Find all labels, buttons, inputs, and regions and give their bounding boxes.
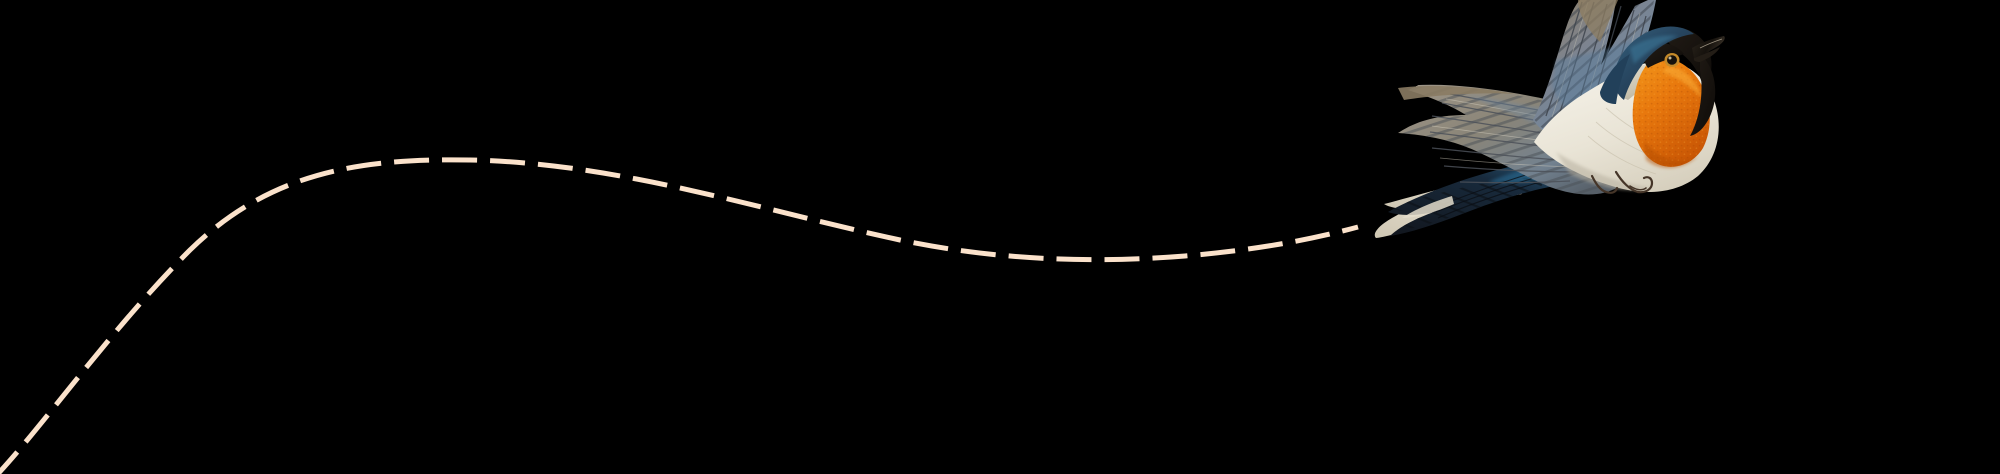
- bird-eye: [1664, 53, 1680, 67]
- bird-tail: [1374, 158, 1576, 238]
- body-underside-shadow: [1556, 152, 1654, 191]
- bird-crown: [1600, 26, 1694, 104]
- eye-pupil: [1667, 55, 1677, 65]
- upper-wing-tan-tips: [1578, 0, 1618, 42]
- bill-lower-mandible: [1693, 47, 1720, 62]
- bird-breast: [1632, 57, 1710, 168]
- bill-upper-mandible: [1692, 36, 1725, 58]
- nape: [1600, 54, 1630, 104]
- breast-highlight: [1662, 66, 1702, 98]
- bird-bill: [1692, 36, 1725, 62]
- eye-catchlight: [1668, 56, 1672, 60]
- mask-cheek: [1690, 54, 1716, 136]
- breast-shadow: [1644, 140, 1698, 168]
- bill-gape-line: [1699, 38, 1723, 49]
- flying-bird-illustration: [1374, 0, 1725, 238]
- crown-navy: [1613, 26, 1694, 100]
- bird-feet: [1590, 170, 1654, 194]
- tail-inner-cream-sliver: [1402, 196, 1454, 218]
- lower-wing-leading-edge: [1398, 86, 1516, 100]
- dashed-flight-path: [0, 157, 1359, 474]
- right-toe-curl: [1636, 176, 1654, 194]
- left-toe: [1604, 186, 1619, 194]
- right-leg: [1614, 170, 1640, 194]
- flight-path-stroke: [0, 157, 1359, 474]
- upper-wing-blue-band: [1552, 40, 1632, 115]
- right-toe-secondary: [1629, 185, 1647, 191]
- mask-upper: [1662, 26, 1712, 90]
- bird-upper-wing: [1533, 0, 1656, 144]
- left-leg: [1590, 174, 1608, 194]
- crown-gloss: [1630, 35, 1678, 64]
